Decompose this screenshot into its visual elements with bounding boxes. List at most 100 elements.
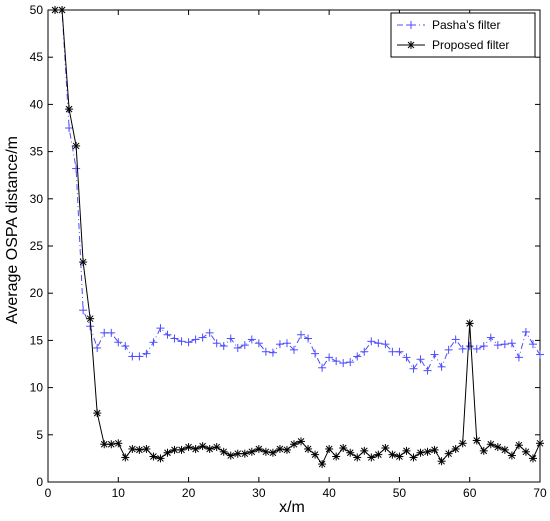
data-point [388,347,397,356]
data-point [500,340,509,349]
data-point [247,447,256,456]
data-point [493,443,502,452]
data-point [395,347,404,356]
data-point [290,345,298,354]
data-point [346,358,355,367]
data-point [297,330,306,339]
data-point [528,454,537,463]
data-point [437,362,446,371]
data-point [114,338,123,347]
data-point [395,452,404,461]
data-point [282,445,291,454]
data-point [100,440,109,449]
data-point [170,334,179,343]
x-tick-label: 40 [322,486,336,500]
data-point [275,444,284,453]
data-point [416,448,425,457]
data-point [149,338,158,347]
legend-marker [407,41,415,49]
data-point [86,314,95,323]
data-point [254,444,263,453]
axis-ticks: 0 10 20 30 40 50 60 70 0 5 10 15 20 25 30 35 40 45 50 [30,3,547,500]
data-point [346,448,355,457]
data-point [444,345,453,354]
data-point [297,437,306,446]
data-point [135,445,144,454]
data-point [423,447,432,456]
y-tick-label: 45 [30,50,44,64]
plot-frame [47,9,541,483]
data-point [135,352,144,361]
data-point [226,451,235,460]
data-point [198,442,207,451]
y-tick-label: 35 [30,145,44,159]
data-point [121,453,130,462]
data-point [128,444,137,453]
data-point [318,363,327,372]
data-point [177,445,186,454]
data-point [500,445,509,454]
data-point [261,447,270,456]
data-point [458,344,467,353]
data-point [212,443,221,452]
data-point [156,324,165,333]
y-tick-label: 40 [30,97,44,111]
data-point [486,440,495,449]
x-tick-label: 50 [393,486,407,500]
data-point [479,342,488,351]
data-point [219,447,228,456]
data-point [93,343,102,352]
data-point [58,6,67,14]
data-point [170,445,179,454]
y-tick-label: 30 [30,192,44,206]
legend-label: Pasha’s filter [432,18,500,32]
data-point [191,444,200,453]
data-point [451,444,460,453]
data-point [65,105,74,114]
legend-label: Proposed filter [432,38,509,52]
data-point [521,447,530,456]
data-point [402,446,411,455]
data-point [444,449,453,458]
data-point [311,349,320,358]
y-tick-label: 10 [30,381,44,395]
data-point [240,341,249,350]
data-point [536,350,544,359]
data-point [163,330,172,339]
data-point [514,441,523,450]
data-point [409,453,418,462]
data-point [437,457,446,466]
data-point [219,342,228,351]
data-point [114,439,123,448]
data-point [72,141,81,150]
data-point [521,327,530,336]
data-point [339,444,348,453]
data-point [381,444,390,453]
data-point [177,337,186,346]
data-point [304,334,313,343]
data-point [205,328,214,337]
data-point [367,453,376,462]
data-point [458,439,467,448]
data-point [409,364,418,373]
data-point [121,342,130,351]
data-point [479,446,488,455]
data-point [65,124,74,132]
data-point [205,444,214,453]
legend-box [390,12,536,58]
data-point [226,334,235,343]
y-tick-label: 25 [30,239,44,253]
data-point [261,347,270,356]
data-point [247,335,256,344]
x-tick-label: 20 [182,486,196,500]
data-point [142,349,151,358]
data-point [51,6,60,14]
data-point [163,448,172,457]
y-tick-label: 5 [36,428,43,442]
data-point [282,339,291,348]
data-point [507,451,516,460]
data-point [156,454,165,463]
data-point [360,347,369,356]
data-point [367,337,376,346]
data-point [374,450,383,459]
